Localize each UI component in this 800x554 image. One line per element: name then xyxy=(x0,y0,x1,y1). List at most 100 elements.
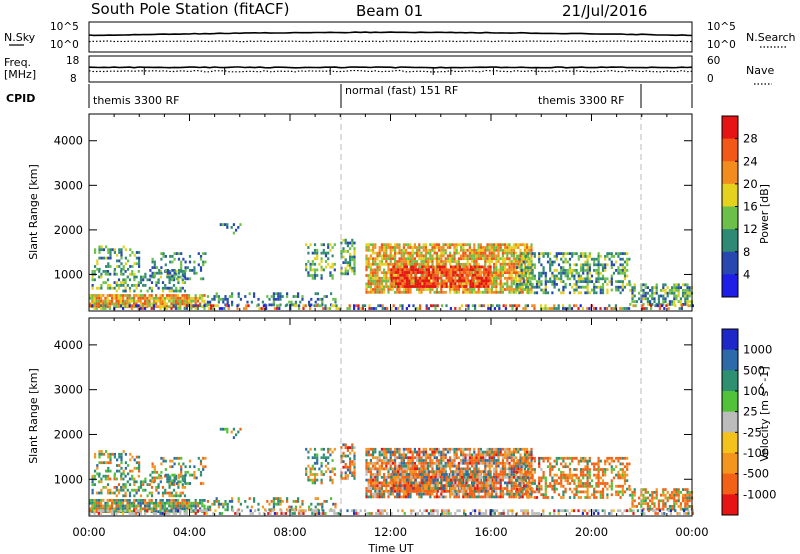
heatmap-cell xyxy=(108,307,111,310)
heatmap-cell xyxy=(473,495,476,499)
heatmap-cell xyxy=(442,464,445,468)
heatmap-cell xyxy=(506,450,509,454)
heatmap-cell xyxy=(440,254,443,258)
heatmap-cell xyxy=(551,283,554,286)
heatmap-cell xyxy=(682,289,685,292)
heatmap-cell xyxy=(515,473,518,476)
heatmap-cell xyxy=(100,501,103,505)
heatmap-cell xyxy=(451,276,454,280)
heatmap-cell xyxy=(405,475,409,479)
heatmap-cell xyxy=(517,265,520,269)
heatmap-cell xyxy=(203,302,206,306)
heatmap-cell xyxy=(438,243,441,247)
heatmap-cell xyxy=(477,243,480,247)
heatmap-cell xyxy=(577,257,580,261)
heatmap-cell xyxy=(522,257,525,261)
heatmap-cell xyxy=(484,246,487,249)
heatmap-cell xyxy=(380,262,383,266)
heatmap-cell xyxy=(124,486,127,489)
heatmap-cell xyxy=(422,464,425,468)
heatmap-cell xyxy=(486,276,489,280)
heatmap-cell xyxy=(479,243,482,247)
heatmap-cell xyxy=(367,487,370,490)
heatmap-cell xyxy=(232,231,235,235)
heatmap-cell xyxy=(374,489,377,493)
heatmap-cell xyxy=(120,284,123,287)
heatmap-cell xyxy=(504,453,507,457)
heatmap-cell xyxy=(473,447,476,451)
heatmap-cell xyxy=(316,478,319,482)
heatmap-cell xyxy=(419,307,422,310)
heatmap-cell xyxy=(538,283,541,286)
heatmap-cell xyxy=(449,307,452,310)
heatmap-cell xyxy=(405,461,408,465)
heatmap-cell xyxy=(579,291,583,295)
heatmap-cell xyxy=(489,268,492,272)
heatmap-cell xyxy=(365,450,368,454)
heatmap-cell xyxy=(444,243,447,247)
heatmap-cell xyxy=(473,248,476,252)
heatmap-cell xyxy=(365,492,368,496)
heatmap-cell xyxy=(544,307,547,310)
heatmap-cell xyxy=(431,262,434,266)
heatmap-cell xyxy=(113,486,116,489)
heatmap-cell xyxy=(597,257,600,261)
heatmap-cell xyxy=(688,291,691,295)
heatmap-cell xyxy=(113,491,116,495)
heatmap-cell xyxy=(508,260,511,263)
heatmap-cell xyxy=(562,271,565,275)
heatmap-cell xyxy=(192,304,195,308)
heatmap-cell xyxy=(383,307,386,310)
heatmap-cell xyxy=(686,283,689,287)
heatmap-cell xyxy=(385,478,388,482)
heatmap-cell xyxy=(510,450,513,454)
heatmap-cell xyxy=(551,260,554,264)
heatmap-cell xyxy=(533,307,536,310)
heatmap-cell xyxy=(150,494,154,498)
heatmap-cell xyxy=(170,491,173,495)
heatmap-cell xyxy=(549,263,552,267)
heatmap-cell xyxy=(276,304,279,308)
heatmap-cell xyxy=(435,467,438,471)
heatmap-cell xyxy=(385,450,388,454)
heatmap-cell xyxy=(432,279,435,283)
heatmap-cell xyxy=(504,243,507,247)
heatmap-cell xyxy=(632,304,635,308)
heatmap-cell xyxy=(405,447,408,451)
heatmap-cell xyxy=(113,305,116,309)
heatmap-cell xyxy=(324,304,327,308)
heatmap-cell xyxy=(424,464,427,468)
heatmap-cell xyxy=(482,285,486,288)
heatmap-cell xyxy=(471,279,475,283)
heatmap-cell xyxy=(175,494,178,498)
heatmap-cell xyxy=(445,268,448,272)
heatmap-cell xyxy=(478,271,481,274)
heatmap-cell xyxy=(553,260,556,264)
heatmap-cell xyxy=(135,507,138,511)
heatmap-cell xyxy=(443,265,446,269)
heatmap-cell xyxy=(182,462,185,466)
heatmap-cell xyxy=(126,299,129,303)
heatmap-cell xyxy=(160,456,163,460)
heatmap-cell xyxy=(460,271,464,274)
heatmap-cell xyxy=(527,263,530,267)
heatmap-cell xyxy=(443,285,446,288)
heatmap-cell xyxy=(374,484,377,488)
heatmap-cell xyxy=(331,274,334,277)
heatmap-cell xyxy=(122,488,125,492)
heatmap-cell xyxy=(504,492,507,496)
heatmap-cell xyxy=(621,252,624,255)
heatmap-cell xyxy=(645,307,648,310)
heatmap-cell xyxy=(468,248,471,252)
heatmap-cell xyxy=(210,307,213,310)
heatmap-cell xyxy=(236,307,239,310)
heatmap-cell xyxy=(372,282,375,286)
heatmap-cell xyxy=(401,276,404,280)
heatmap-cell xyxy=(294,295,297,298)
heatmap-cell xyxy=(586,271,589,275)
heatmap-cell xyxy=(566,307,569,310)
heatmap-cell xyxy=(329,265,332,269)
heatmap-cell xyxy=(137,299,140,303)
heatmap-cell xyxy=(551,271,554,275)
heatmap-cell xyxy=(135,491,138,495)
